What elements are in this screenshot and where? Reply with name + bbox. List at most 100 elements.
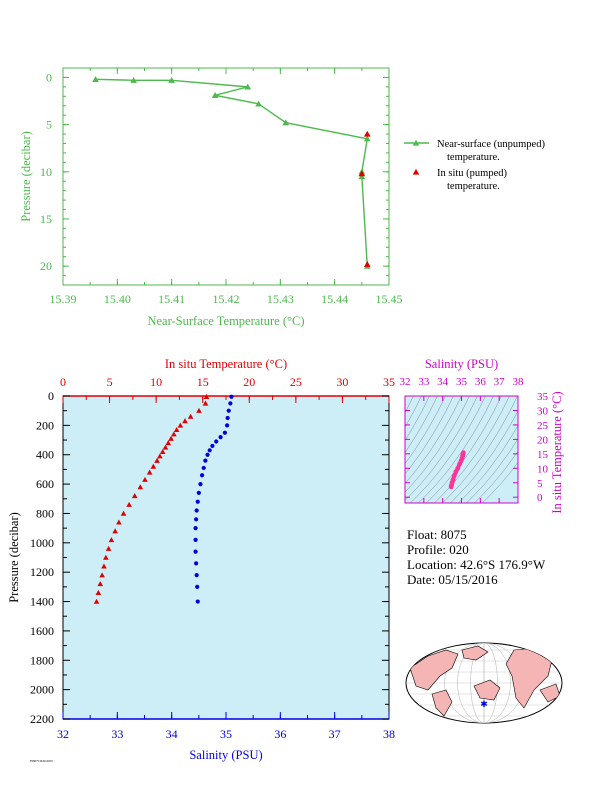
temperature-point: [95, 589, 102, 595]
temperature-point: [101, 563, 107, 569]
x-tick-label: 15.40: [104, 292, 131, 306]
temperature-point: [112, 528, 118, 534]
pumped-point: [363, 130, 371, 137]
y-axis-title: Pressure (decibar): [7, 512, 21, 603]
legend-pumped-label: In situ (pumped) temperature.: [437, 168, 507, 192]
temperature-point: [150, 463, 157, 469]
legend-pumped-marker: [412, 168, 420, 175]
salinity-point: [210, 443, 215, 449]
unpumped-point: [130, 76, 137, 83]
ts-y-tick-label: 5: [537, 478, 543, 490]
ts-y-tick-label: 25: [537, 420, 549, 432]
salinity-point: [195, 599, 200, 604]
salinity-point: [228, 401, 233, 406]
density-contour: [481, 462, 518, 503]
y-tick-label: 400: [36, 448, 54, 462]
y-tick-label: 2000: [30, 683, 54, 697]
temperature-point: [99, 572, 105, 578]
x-tick-label: 15.45: [376, 292, 403, 306]
temperature-point: [103, 554, 109, 560]
salinity-point: [214, 439, 219, 444]
x2-tick-label: 25: [290, 375, 302, 389]
map-landmass: [431, 689, 453, 717]
x2-axis-title: In situ Temperature (°C): [165, 357, 287, 371]
temperature-point: [126, 501, 132, 507]
y-tick-label: 15: [40, 212, 52, 226]
ts-x-tick-label: 33: [418, 376, 430, 388]
x-tick-label: 34: [166, 727, 178, 741]
y-tick-label: 20: [40, 259, 52, 273]
density-contour: [405, 396, 462, 484]
salinity-point: [198, 481, 203, 487]
temperature-point: [108, 537, 115, 543]
temperature-point: [202, 400, 209, 406]
salinity-point: [203, 458, 208, 463]
salinity-point: [226, 408, 231, 413]
density-contours: [405, 396, 518, 503]
x-tick-label: 33: [111, 727, 123, 741]
pumped-point: [363, 260, 371, 267]
x-tick-label: 35: [220, 727, 232, 741]
y-tick-label: 0: [48, 389, 54, 403]
y-axis-title: Pressure (decibar): [19, 131, 33, 222]
density-contour: [433, 396, 510, 503]
salinity-point: [205, 452, 210, 457]
temperature-point: [120, 510, 127, 516]
legend-unpumped-label: Near-surface (unpumped) temperature.: [437, 139, 545, 163]
salinity-point: [218, 435, 223, 440]
ts-x-tick-label: 37: [494, 376, 506, 388]
temperature-point: [187, 413, 194, 419]
salinity-point: [201, 465, 206, 471]
salinity-point: [194, 508, 199, 513]
x-tick-label: 15.39: [50, 292, 77, 306]
salinity-point: [195, 499, 200, 504]
y-tick-label: 800: [36, 506, 54, 520]
unpumped-point: [363, 135, 371, 142]
ts-background: [405, 396, 518, 503]
pumped-point: [358, 170, 366, 177]
y-tick-label: 1400: [30, 595, 54, 609]
salinity-point: [222, 430, 228, 435]
ts-y-axis-title: In situ Temperature (°C): [550, 391, 564, 513]
y-tick-label: 1600: [30, 624, 54, 638]
map-landmass: [461, 645, 489, 661]
salinity-point: [199, 473, 205, 478]
density-contour: [449, 410, 518, 503]
density-contour: [405, 396, 478, 501]
temperature-point: [142, 476, 148, 482]
y-tick-label: 5: [46, 118, 52, 132]
temperature-point: [165, 440, 172, 446]
salinity-point: [207, 448, 212, 453]
x2-tick-label: 5: [107, 375, 113, 389]
x2-tick-label: 15: [197, 375, 209, 389]
pressure-profile-chart: 32 33 34 35 36 37 38 0 5 10 15 20 25 30 35 0 200 400 600 80…: [7, 357, 395, 762]
density-contour: [405, 396, 470, 493]
x2-tick-label: 30: [336, 375, 348, 389]
x-axis-title: Salinity (PSU): [189, 748, 262, 762]
map-meridian: [470, 643, 498, 723]
temperature-point: [168, 435, 174, 441]
density-contour: [425, 396, 502, 503]
unpumped-point: [168, 76, 175, 83]
temperature-point: [137, 484, 144, 490]
density-contour: [457, 425, 518, 503]
unpumped-point: [255, 100, 262, 107]
temperature-point: [93, 598, 100, 604]
temperature-point: [171, 431, 177, 437]
ts-x-tick-label: 36: [475, 376, 487, 388]
ts-point: [460, 450, 466, 456]
ts-point: [450, 477, 456, 483]
y-tick-label: 200: [36, 418, 54, 432]
density-contour: [473, 450, 518, 503]
y-tick-label: 1000: [30, 536, 54, 550]
float-id: Float: 8075: [407, 527, 467, 542]
x2-tick-label: 20: [243, 375, 255, 389]
temperature-point: [131, 493, 138, 499]
salinity-point: [193, 549, 198, 554]
x2-tick-label: 35: [383, 375, 395, 389]
temperature-point: [182, 418, 188, 424]
ts-y-tick-label: 35: [537, 391, 549, 403]
x-tick-label: 15.43: [267, 292, 294, 306]
salinity-point: [225, 415, 230, 421]
